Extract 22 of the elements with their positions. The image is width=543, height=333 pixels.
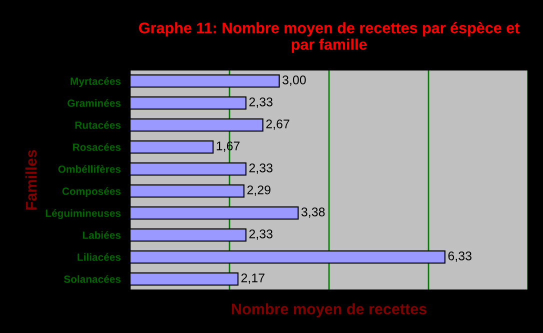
- data-label: 6,33: [448, 252, 472, 262]
- y-tick-label: Composées: [62, 187, 121, 197]
- data-label: 3,38: [301, 208, 325, 218]
- y-tick-label: Rutacées: [75, 121, 121, 129]
- data-label: 2,17: [241, 274, 264, 284]
- y-axis-title: Familles: [25, 150, 37, 210]
- data-label: 2,29: [247, 186, 270, 196]
- chart-title: Graphe 11: Nombre moyen de recettes par éspèce et par famille: [139, 22, 520, 53]
- y-tick-label: Liliacées: [78, 253, 121, 261]
- data-label: 2,33: [249, 164, 272, 174]
- y-tick-label: Myrtacées: [70, 77, 121, 87]
- x-axis-title: Nombre moyen de recettes: [232, 303, 426, 318]
- y-tick-label: Labiées: [82, 231, 121, 239]
- data-label: 2,33: [249, 98, 272, 108]
- data-label: 2,67: [266, 120, 290, 130]
- y-tick-label: Léguimineuses: [46, 209, 121, 220]
- y-tick-label: Rosacées: [73, 143, 121, 151]
- y-tick-label: Solanacées: [64, 275, 121, 283]
- data-label: 2,33: [249, 230, 272, 240]
- y-tick-label: Ombéllifères: [58, 165, 121, 173]
- y-tick-label: Graminées: [68, 99, 121, 107]
- data-label: 3,00: [282, 76, 306, 86]
